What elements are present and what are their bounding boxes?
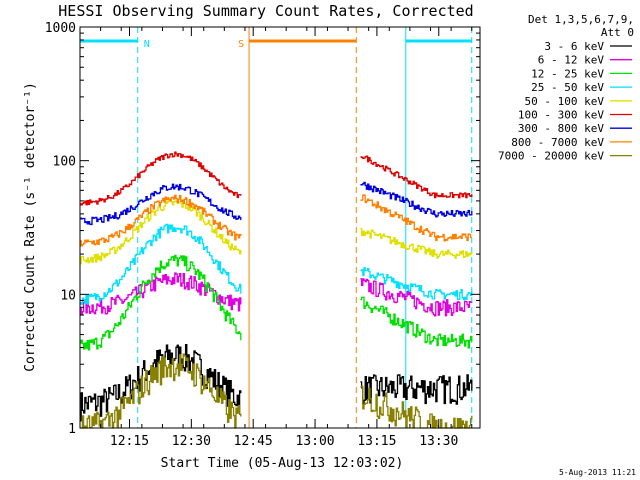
flag-label-s: S bbox=[238, 39, 244, 50]
x-tick-label: 12:45 bbox=[234, 434, 273, 449]
series-9-segment-1 bbox=[80, 353, 242, 429]
x-tick-label: 13:15 bbox=[357, 434, 396, 449]
legend-label-4: 25 - 50 keV bbox=[531, 81, 604, 94]
legend-label-2: 6 - 12 keV bbox=[538, 54, 605, 67]
series-6-segment-2 bbox=[360, 155, 473, 199]
series-7-segment-2 bbox=[360, 181, 473, 218]
x-axis-label: Start Time (05-Aug-13 12:03:02) bbox=[161, 456, 404, 471]
series-9-segment-2 bbox=[360, 385, 473, 429]
plot-frame bbox=[79, 26, 481, 429]
series-1-segment-1 bbox=[80, 343, 242, 422]
y-axis-label: Corrected Count Rate (s⁻¹ detector⁻¹) bbox=[23, 82, 38, 372]
series-5-segment-1 bbox=[80, 200, 242, 265]
x-tick-label: 13:30 bbox=[419, 434, 458, 449]
series-8-segment-2 bbox=[360, 194, 472, 242]
legend-label-3: 12 - 25 keV bbox=[531, 67, 604, 80]
legend-label-1: 3 - 6 keV bbox=[544, 40, 604, 53]
series-6-segment-1 bbox=[80, 151, 242, 206]
series-7-segment-1 bbox=[80, 183, 242, 226]
series-8-segment-1 bbox=[80, 194, 242, 247]
y-tick-label: 10 bbox=[60, 288, 76, 303]
series-4-segment-2 bbox=[360, 267, 473, 301]
series-5-segment-2 bbox=[360, 228, 473, 259]
legend-label-5: 50 - 100 keV bbox=[525, 95, 605, 108]
series-3-segment-2 bbox=[360, 296, 473, 349]
legend-label-6: 100 - 300 keV bbox=[518, 109, 604, 122]
x-tick-label: 12:15 bbox=[110, 434, 149, 449]
y-tick-label: 1 bbox=[68, 422, 76, 437]
legend-label-8: 800 - 7000 keV bbox=[511, 136, 604, 149]
series-2-segment-1 bbox=[80, 272, 242, 316]
legend-header-2: Att 0 bbox=[601, 26, 634, 39]
series-2-segment-2 bbox=[360, 278, 473, 317]
x-tick-label: 12:30 bbox=[172, 434, 211, 449]
timestamp: 5-Aug-2013 11:21 bbox=[559, 468, 636, 477]
legend-label-9: 7000 - 20000 keV bbox=[498, 150, 604, 163]
flag-label-n: N bbox=[144, 39, 150, 50]
legend-header-1: Det 1,3,5,6,7,9, bbox=[528, 13, 634, 26]
chart-title: HESSI Observing Summary Count Rates, Cor… bbox=[58, 2, 473, 20]
series-1-segment-2 bbox=[360, 374, 473, 405]
x-tick-label: 13:00 bbox=[295, 434, 334, 449]
y-tick-label: 100 bbox=[53, 155, 76, 170]
y-tick-label: 1000 bbox=[45, 21, 76, 36]
series-3-segment-1 bbox=[80, 254, 242, 351]
legend-label-7: 300 - 800 keV bbox=[518, 122, 604, 135]
series-4-segment-1 bbox=[80, 223, 242, 305]
